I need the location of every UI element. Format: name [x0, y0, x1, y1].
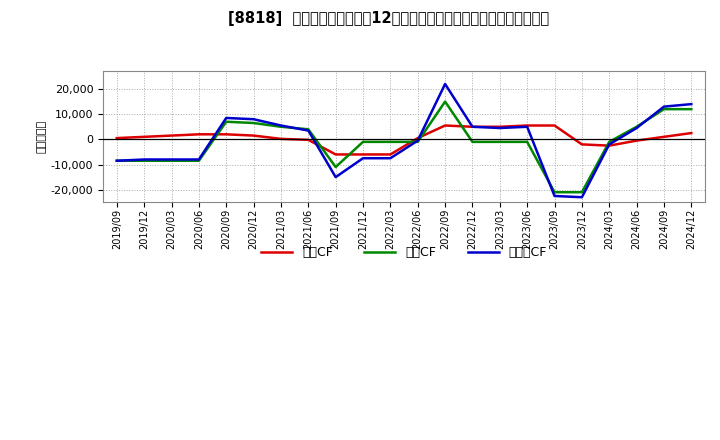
投資CF: [194, 158, 203, 163]
営業CF: [167, 133, 176, 138]
投資CF: [577, 190, 586, 195]
営業CF: [331, 152, 340, 157]
フリーCF: [441, 81, 449, 87]
営業CF: [577, 142, 586, 147]
営業CF: [632, 138, 641, 143]
フリーCF: [386, 156, 395, 161]
投資CF: [331, 165, 340, 170]
営業CF: [140, 134, 148, 139]
フリーCF: [112, 158, 121, 163]
フリーCF: [523, 124, 531, 129]
営業CF: [386, 152, 395, 157]
投資CF: [605, 139, 613, 144]
投資CF: [441, 99, 449, 104]
投資CF: [112, 158, 121, 163]
フリーCF: [140, 157, 148, 162]
フリーCF: [495, 125, 504, 131]
フリーCF: [468, 124, 477, 129]
フリーCF: [660, 104, 668, 109]
営業CF: [359, 152, 367, 157]
営業CF: [523, 123, 531, 128]
投資CF: [359, 139, 367, 144]
営業CF: [660, 134, 668, 139]
投資CF: [413, 139, 422, 144]
Line: 投資CF: 投資CF: [117, 102, 691, 192]
営業CF: [495, 124, 504, 129]
フリーCF: [304, 128, 312, 133]
投資CF: [167, 158, 176, 163]
フリーCF: [331, 175, 340, 180]
フリーCF: [167, 157, 176, 162]
投資CF: [550, 190, 559, 195]
Text: [8818]  キャッシュフローの12か月移動合計の対前年同期増減額の推移: [8818] キャッシュフローの12か月移動合計の対前年同期増減額の推移: [228, 11, 549, 26]
フリーCF: [577, 194, 586, 200]
投資CF: [249, 121, 258, 126]
Line: 営業CF: 営業CF: [117, 125, 691, 154]
フリーCF: [249, 117, 258, 122]
投資CF: [140, 158, 148, 163]
フリーCF: [550, 193, 559, 198]
投資CF: [687, 106, 696, 112]
Legend: 営業CF, 投資CF, フリーCF: 営業CF, 投資CF, フリーCF: [256, 241, 552, 264]
営業CF: [276, 136, 285, 142]
投資CF: [468, 139, 477, 144]
営業CF: [222, 132, 230, 137]
投資CF: [222, 119, 230, 125]
Y-axis label: （百万円）: （百万円）: [37, 120, 47, 154]
フリーCF: [276, 123, 285, 128]
営業CF: [413, 136, 422, 141]
投資CF: [660, 106, 668, 112]
営業CF: [550, 123, 559, 128]
営業CF: [687, 130, 696, 136]
営業CF: [194, 132, 203, 137]
営業CF: [304, 137, 312, 143]
営業CF: [112, 136, 121, 141]
フリーCF: [687, 102, 696, 107]
営業CF: [441, 123, 449, 128]
投資CF: [304, 127, 312, 132]
フリーCF: [359, 156, 367, 161]
営業CF: [605, 143, 613, 148]
フリーCF: [194, 157, 203, 162]
フリーCF: [413, 138, 422, 143]
投資CF: [276, 124, 285, 129]
投資CF: [386, 139, 395, 144]
営業CF: [249, 133, 258, 138]
営業CF: [468, 124, 477, 129]
投資CF: [495, 139, 504, 144]
フリーCF: [632, 125, 641, 131]
Line: フリーCF: フリーCF: [117, 84, 691, 197]
フリーCF: [222, 115, 230, 121]
投資CF: [523, 139, 531, 144]
投資CF: [632, 124, 641, 129]
フリーCF: [605, 142, 613, 147]
